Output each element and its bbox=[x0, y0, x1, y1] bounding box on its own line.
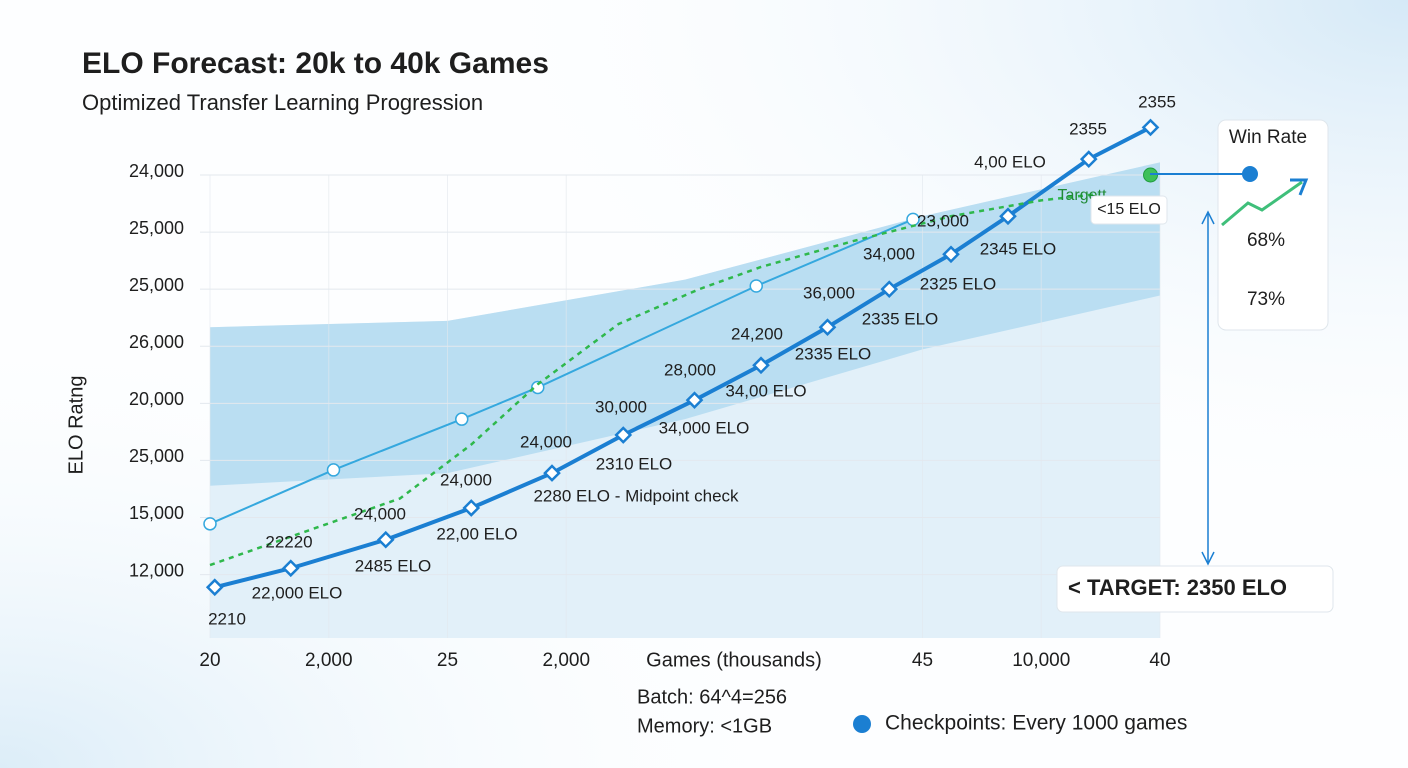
x-tick-label: 25 bbox=[437, 650, 458, 671]
y-tick-label: 25,000 bbox=[129, 446, 184, 466]
checkpoint-marker bbox=[1079, 150, 1098, 168]
annotation: <15 ELO bbox=[1097, 201, 1161, 218]
x-tick-label: 40 bbox=[1149, 650, 1170, 671]
x-tick-label: 20 bbox=[199, 650, 220, 671]
trend-arrow-head bbox=[1290, 178, 1309, 196]
annotation: 23,000 bbox=[917, 211, 969, 230]
y-tick-label: 25,000 bbox=[129, 275, 184, 295]
chart-title: ELO Forecast: 20k to 40k Games bbox=[82, 47, 549, 80]
point-marker bbox=[326, 463, 341, 477]
annotation: 2355 bbox=[1138, 92, 1176, 111]
annotation: 36,000 bbox=[803, 283, 855, 302]
y-axis-label: ELO Ratng bbox=[65, 376, 87, 475]
annotation: 34,000 bbox=[863, 244, 915, 263]
range-arrow-head bbox=[1201, 210, 1215, 225]
point-marker bbox=[203, 517, 217, 531]
x-axis-label: Games (thousands) bbox=[646, 649, 822, 671]
annotation: 24,000 bbox=[440, 470, 492, 489]
checkpoint-marker bbox=[376, 530, 395, 549]
annotation: 22220 bbox=[265, 532, 312, 551]
checkpoint-marker bbox=[281, 559, 300, 578]
win-rate-value: 68% bbox=[1247, 230, 1285, 251]
annotation: 2335 ELO bbox=[795, 344, 872, 363]
legend-label: Checkpoints: Every 1000 games bbox=[885, 712, 1187, 735]
annotation: 4,00 ELO bbox=[974, 152, 1046, 171]
checkpoint-marker bbox=[818, 318, 837, 337]
annotation: 30,000 bbox=[595, 397, 647, 416]
point-marker bbox=[749, 279, 763, 293]
y-tick-label: 26,000 bbox=[129, 332, 184, 352]
annotation: 24,000 bbox=[520, 432, 572, 451]
annotation: 2345 ELO bbox=[980, 239, 1057, 258]
x-tick-label: 10,000 bbox=[1012, 650, 1070, 671]
note: Batch: 64^4=256 bbox=[637, 686, 787, 708]
series-line bbox=[214, 125, 1152, 590]
checkpoint-marker bbox=[999, 207, 1017, 226]
annotation-box bbox=[1090, 195, 1168, 225]
annotation: 24,200 bbox=[731, 324, 783, 343]
annotation: 2310 ELO bbox=[596, 454, 673, 473]
annotation: 34,000 ELO bbox=[659, 418, 750, 437]
checkpoint-marker bbox=[462, 499, 481, 517]
legend-marker bbox=[853, 715, 871, 733]
annotation: 2210 bbox=[208, 609, 246, 628]
checkpoint-marker bbox=[685, 391, 704, 409]
series-line bbox=[209, 192, 1099, 567]
win-rate-title: Win Rate bbox=[1229, 127, 1307, 148]
annotation: 22,00 ELO bbox=[436, 524, 517, 543]
checkpoint-marker bbox=[1141, 118, 1160, 137]
annotation: 22,000 ELO bbox=[252, 583, 343, 602]
annotation: 28,000 bbox=[664, 360, 716, 379]
annotation: 2335 ELO bbox=[862, 309, 939, 328]
y-tick-label: 24,000 bbox=[129, 161, 184, 181]
y-tick-label: 20,000 bbox=[129, 389, 184, 409]
annotation: 24,000 bbox=[354, 504, 406, 523]
point-marker bbox=[531, 380, 545, 395]
annotation: 2485 ELO bbox=[355, 556, 432, 575]
checkpoint-marker bbox=[752, 356, 770, 375]
x-tick-label: 45 bbox=[912, 650, 933, 671]
target-label: < TARGET: 2350 ELO bbox=[1068, 575, 1287, 600]
note: Memory: <1GB bbox=[637, 715, 772, 737]
x-tick-label: 2,000 bbox=[305, 650, 353, 671]
y-tick-label: 12,000 bbox=[129, 560, 184, 580]
y-tick-label: 25,000 bbox=[129, 218, 184, 238]
target-box bbox=[1056, 565, 1334, 613]
checkpoint-marker bbox=[205, 578, 224, 597]
point-marker bbox=[455, 412, 469, 426]
annotation: 34,00 ELO bbox=[725, 381, 806, 400]
checkpoint-marker bbox=[942, 245, 960, 264]
series-line bbox=[209, 218, 914, 525]
chart-subtitle: Optimized Transfer Learning Progression bbox=[82, 90, 483, 115]
plot-area: 24,000 25,000 25,000 26,000 20,000 25,000 15,0… bbox=[129, 118, 1171, 671]
y-tick-label: 15,000 bbox=[129, 503, 184, 523]
checkpoint-marker bbox=[880, 280, 899, 299]
checkpoint-marker bbox=[614, 426, 633, 444]
annotation: 2325 ELO bbox=[920, 274, 997, 293]
checkpoint-marker bbox=[543, 464, 561, 482]
win-rate-value: 73% bbox=[1247, 289, 1285, 310]
trend-arrow bbox=[1221, 180, 1303, 227]
annotation: 2355 bbox=[1069, 119, 1107, 138]
range-arrow-head bbox=[1201, 551, 1215, 566]
annotation: 2280 ELO - Midpoint check bbox=[533, 486, 739, 505]
x-tick-label: 2,000 bbox=[542, 650, 590, 671]
